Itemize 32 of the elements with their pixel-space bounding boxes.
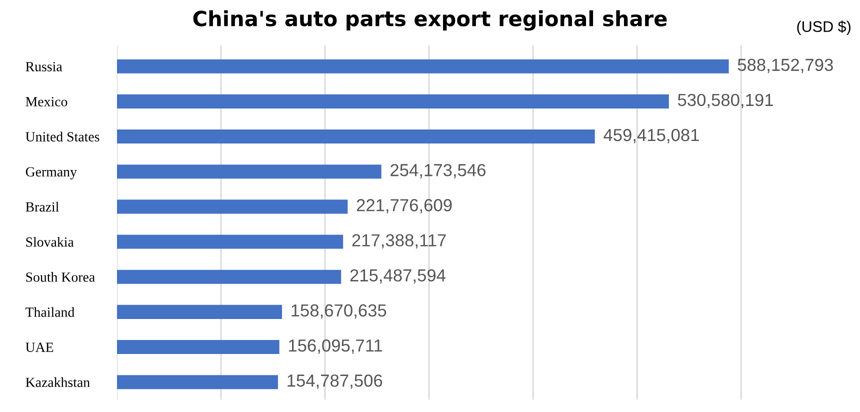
- y-tick-label: UAE: [26, 342, 54, 352]
- y-tick-label: South Korea: [26, 272, 95, 282]
- bar: [116, 59, 729, 74]
- y-tick-label: Germany: [26, 167, 77, 180]
- y-tick-label: Slovakia: [26, 236, 74, 247]
- y-tick-label: Brazil: [26, 202, 59, 212]
- data-label: 254,173,546: [390, 164, 486, 178]
- y-tick-label: United States: [26, 132, 100, 142]
- chart-title: China's auto parts export regional share: [193, 10, 667, 31]
- y-tick-label: Mexico: [26, 97, 68, 106]
- data-label: 154,787,506: [288, 374, 382, 389]
- bar: [116, 130, 595, 144]
- bar: [116, 94, 669, 108]
- y-tick-label: Thailand: [26, 307, 74, 317]
- bar: [116, 375, 278, 390]
- data-label: 156,095,711: [288, 339, 382, 354]
- bar: [116, 234, 344, 249]
- bar: [116, 164, 382, 179]
- data-label: 221,776,609: [356, 199, 452, 214]
- bar: [116, 304, 282, 319]
- data-label: 217,388,117: [352, 234, 446, 248]
- bar: [116, 270, 342, 284]
- bar: [116, 200, 348, 214]
- bar: [116, 340, 280, 354]
- data-label: 215,487,594: [350, 269, 446, 284]
- y-tick-label: Russia: [26, 62, 62, 72]
- y-tick-label: Kazakhstan: [26, 377, 90, 388]
- data-label: 158,670,635: [292, 304, 386, 319]
- text: (USD $): [797, 20, 850, 36]
- data-label: 459,415,081: [604, 128, 699, 144]
- data-label: 530,580,191: [678, 94, 773, 108]
- data-label: 588,152,793: [738, 58, 833, 74]
